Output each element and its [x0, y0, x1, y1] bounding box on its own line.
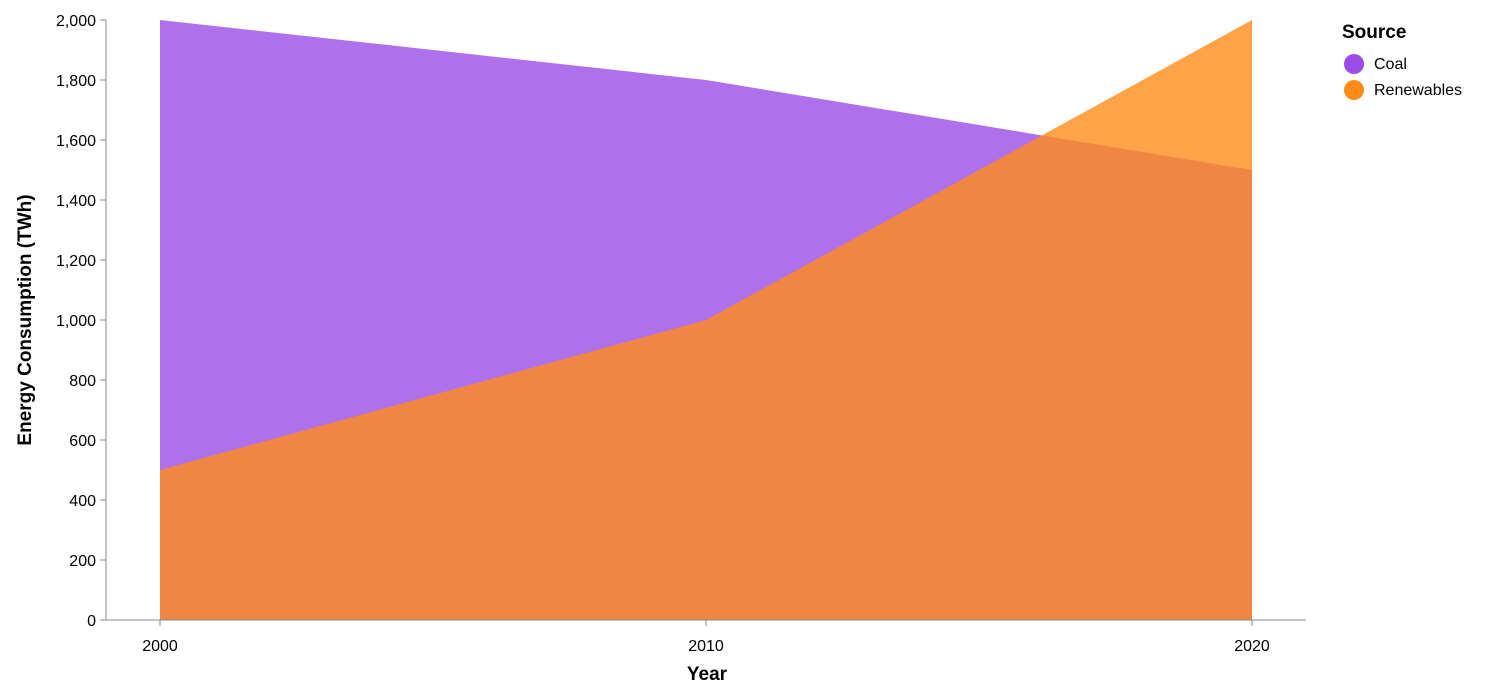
- x-axis: 2000 2010 2020: [106, 619, 1306, 655]
- y-tick-label: 800: [69, 373, 96, 390]
- legend-label-coal: Coal: [1374, 56, 1407, 73]
- legend-swatch-coal: [1344, 54, 1364, 74]
- legend-label-renewables: Renewables: [1374, 82, 1462, 99]
- x-tick-label: 2010: [688, 638, 724, 655]
- x-tick-label: 2020: [1234, 638, 1270, 655]
- y-tick-label: 1,400: [56, 193, 96, 210]
- x-tick-label: 2000: [142, 638, 178, 655]
- legend-swatch-renewables: [1344, 80, 1364, 100]
- legend-title: Source: [1342, 22, 1406, 43]
- y-tick-label: 1,000: [56, 313, 96, 330]
- y-tick-label: 200: [69, 553, 96, 570]
- y-tick-label: 2,000: [56, 13, 96, 30]
- y-tick-label: 0: [87, 613, 96, 630]
- area-renewables: [160, 20, 1252, 620]
- y-tick-label: 1,800: [56, 73, 96, 90]
- y-axis: 0 200 400 600 800 1,000 1,200 1,400 1,600 1,800 2,…: [56, 13, 107, 630]
- areas-layer: [160, 20, 1252, 620]
- legend-items: Coal Renewables: [1344, 54, 1462, 100]
- y-tick-label: 1,600: [56, 133, 96, 150]
- y-tick-label: 600: [69, 433, 96, 450]
- legend: Source Coal Renewables: [1342, 22, 1462, 100]
- y-tick-label: 1,200: [56, 253, 96, 270]
- x-axis-title: Year: [687, 664, 728, 685]
- y-tick-label: 400: [69, 493, 96, 510]
- y-axis-title: Energy Consumption (TWh): [15, 194, 36, 445]
